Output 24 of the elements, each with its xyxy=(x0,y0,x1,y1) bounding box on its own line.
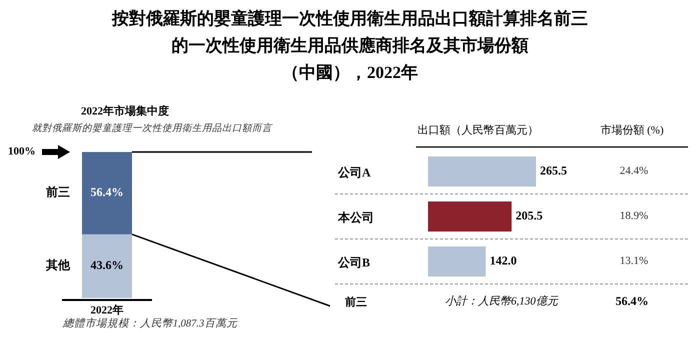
text: 56.4% xyxy=(616,294,648,308)
data-label: 265.5 xyxy=(540,163,567,178)
data-label: 142.0 xyxy=(490,253,517,268)
y-tick-label: 本公司 xyxy=(337,210,374,224)
data-label: 205.5 xyxy=(516,208,543,222)
text: 小計：人民幣6,130億元 xyxy=(445,294,559,308)
series-label: 其他 xyxy=(45,258,71,272)
data-label: 56.4% xyxy=(90,184,124,199)
y-tick-label: 公司B xyxy=(337,255,370,270)
data-label: 43.6% xyxy=(90,258,124,272)
text: 總體市場規模：人民幣1,087.3百萬元 xyxy=(62,317,238,330)
series-label: 前三 xyxy=(45,184,70,199)
text: 就對俄羅斯的嬰童護理一次性使用衛生用品出口額而言 xyxy=(32,122,273,134)
text: 18.9% xyxy=(620,210,648,222)
x-tick-label: 2022年 xyxy=(90,304,124,317)
text: 前三 xyxy=(344,296,367,309)
y-tick-label: 100% xyxy=(8,146,36,158)
text: 市場份額 (%) xyxy=(600,124,664,137)
text: 13.1% xyxy=(620,255,648,268)
text: 按對俄羅斯的嬰童護理一次性使用衛生用品出口額計算排名前三的一次性使用衛生用品供應商排名及其市場份額（中國），2022年 xyxy=(111,8,588,82)
text: 24.4% xyxy=(620,165,648,178)
y-tick-label: 公司A xyxy=(337,165,371,180)
text: 2022年市場集中度 xyxy=(81,104,169,118)
x-axis-title: 出口額（人民幣百萬元） xyxy=(418,124,538,137)
